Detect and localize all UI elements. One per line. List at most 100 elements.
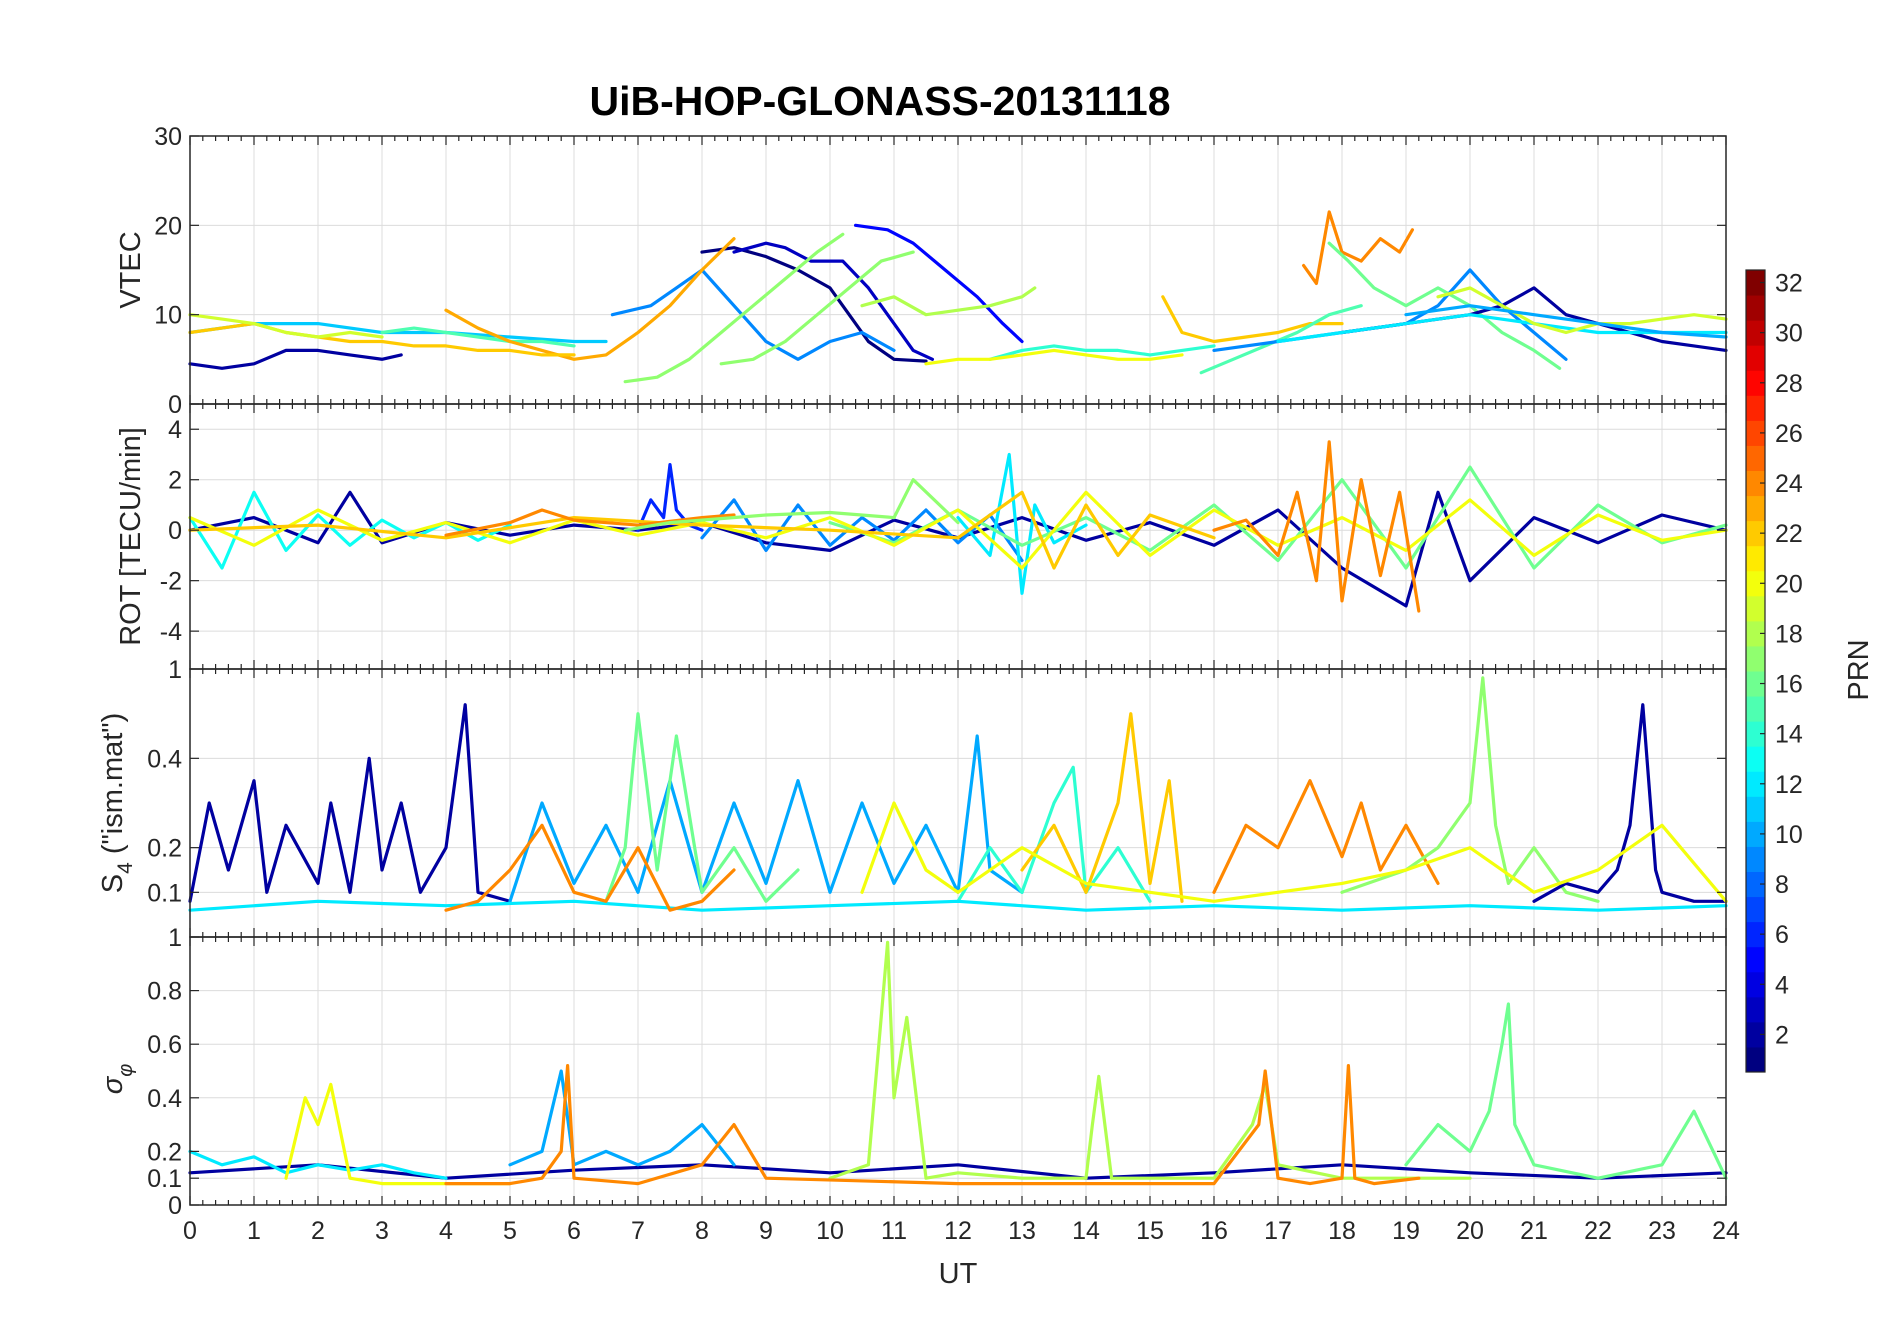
colorbar-segment (1746, 1046, 1765, 1073)
x-tick-label: 2 (311, 1217, 325, 1245)
prn-5-trace (853, 223, 1024, 344)
prn-1-trace (700, 246, 928, 363)
colorbar-segment (1746, 996, 1765, 1023)
x-tick-label: 24 (1712, 1217, 1740, 1245)
panel-2-ylabel: ROT [TECU/min] (115, 427, 147, 646)
colorbar-segment (1746, 520, 1765, 547)
panel-3: 0.1 0.2 0.4 1 S4 ("ism.mat") (97, 656, 1728, 938)
colorbar-tick-label: 18 (1775, 620, 1803, 648)
colorbar-tick-label: 8 (1775, 871, 1789, 899)
colorbar-segment (1746, 420, 1765, 446)
colorbar-tick-label: 10 (1775, 821, 1803, 849)
prn-24-trace (1212, 779, 1440, 894)
colorbar-tick-label: 30 (1775, 320, 1803, 348)
colorbar-tick-label: 28 (1775, 370, 1803, 398)
colorbar-segment (1746, 495, 1765, 522)
colorbar-segment (1746, 345, 1765, 371)
panel-1: 0 10 20 30 VTEC (115, 123, 1728, 419)
prn-14-trace (956, 765, 1152, 903)
x-tick-label: 19 (1392, 1217, 1420, 1245)
colorbar-segment (1746, 395, 1765, 421)
x-tick-label: 23 (1648, 1217, 1676, 1245)
x-tick-label: 13 (1008, 1217, 1036, 1245)
prn-22-trace (188, 490, 1216, 570)
prn-19-trace (188, 313, 384, 339)
prn-14-trace (988, 344, 1216, 361)
x-tick-label: 9 (759, 1217, 773, 1245)
x-tick-label: 7 (631, 1217, 645, 1245)
prn-17-trace (719, 250, 915, 366)
x-tick-label: 4 (439, 1217, 453, 1245)
colorbar-segment (1746, 370, 1765, 396)
y-tick-label: 2 (168, 467, 182, 495)
prn-24-trace (444, 1063, 1421, 1186)
x-tick-label: 17 (1264, 1217, 1292, 1245)
colorbar-segment (1746, 295, 1765, 321)
colorbar-segment (1746, 796, 1765, 822)
x-tick-label: 18 (1328, 1217, 1356, 1245)
y-tick-label: 0.4 (147, 1085, 182, 1113)
x-tick-label: 8 (695, 1217, 709, 1245)
colorbar-segment (1746, 570, 1765, 597)
prn-22-trace (1020, 712, 1184, 903)
colorbar-segment (1746, 871, 1765, 898)
colorbar-tick-label: 6 (1775, 921, 1789, 949)
colorbar-segment (1746, 645, 1765, 672)
prn-17-trace (623, 478, 960, 532)
prn-16-trace (604, 712, 800, 903)
prn-19-trace (1436, 286, 1728, 335)
y-tick-label: 30 (154, 123, 182, 151)
panel-1-grid (189, 135, 1727, 405)
colorbar-tick-label: 20 (1775, 570, 1803, 598)
colorbar-tick-label: 26 (1775, 420, 1803, 448)
y-tick-label: 0.2 (147, 835, 182, 863)
x-tick-label: 6 (567, 1217, 581, 1245)
prn-2-trace (188, 348, 403, 370)
panel-1-traces (188, 210, 1728, 384)
panel-3-grid (189, 669, 1727, 937)
prn-23-trace (444, 237, 736, 361)
colorbar-segment (1746, 445, 1765, 471)
x-tick-label: 22 (1584, 1217, 1612, 1245)
colorbar-tick-label: 22 (1775, 520, 1803, 548)
colorbar-segment (1746, 595, 1765, 622)
y-tick-label: 10 (154, 302, 182, 330)
panel-3-traces (188, 676, 1728, 912)
colorbar-segment (1746, 620, 1765, 647)
panel-2-traces (188, 440, 1728, 613)
colorbar-segment (1746, 896, 1765, 923)
x-tick-label: 21 (1520, 1217, 1548, 1245)
prn-18-trace (860, 286, 1037, 317)
colorbar-segment (1746, 1021, 1765, 1048)
prn-10-trace (508, 1069, 736, 1167)
colorbar-tick-label: 14 (1775, 721, 1803, 749)
x-tick-label: 3 (375, 1217, 389, 1245)
colorbar-segment (1746, 821, 1765, 847)
colorbar-segment (1746, 696, 1765, 722)
prn-2-trace (1532, 703, 1728, 903)
y-tick-label: 1 (168, 924, 182, 952)
colorbar-segment (1746, 771, 1765, 797)
prn-20-trace (924, 348, 1184, 366)
x-tick-label: 16 (1200, 1217, 1228, 1245)
x-tick-label: 11 (881, 1217, 907, 1245)
prn-24-trace (1301, 210, 1415, 285)
prn-12-trace (188, 899, 1728, 912)
colorbar-segment (1746, 545, 1765, 572)
colorbar-tick-label: 2 (1775, 1021, 1789, 1049)
y-tick-label: 0.1 (147, 1165, 182, 1193)
x-tick-label: 14 (1072, 1217, 1100, 1245)
prn-20-trace (860, 801, 1728, 903)
colorbar-segment (1746, 270, 1765, 296)
y-tick-label: 4 (168, 416, 182, 444)
prn-24-trace (444, 508, 736, 537)
prn-24-trace (444, 823, 736, 912)
colorbar-tick-label: 12 (1775, 771, 1803, 799)
colorbar-segment (1746, 746, 1765, 772)
x-axis-label: UT (939, 1258, 978, 1290)
y-tick-label: 0 (168, 517, 182, 545)
colorbar-segment (1746, 721, 1765, 747)
colorbar-tick-label: 32 (1775, 270, 1803, 298)
x-tick-label: 12 (944, 1217, 972, 1245)
